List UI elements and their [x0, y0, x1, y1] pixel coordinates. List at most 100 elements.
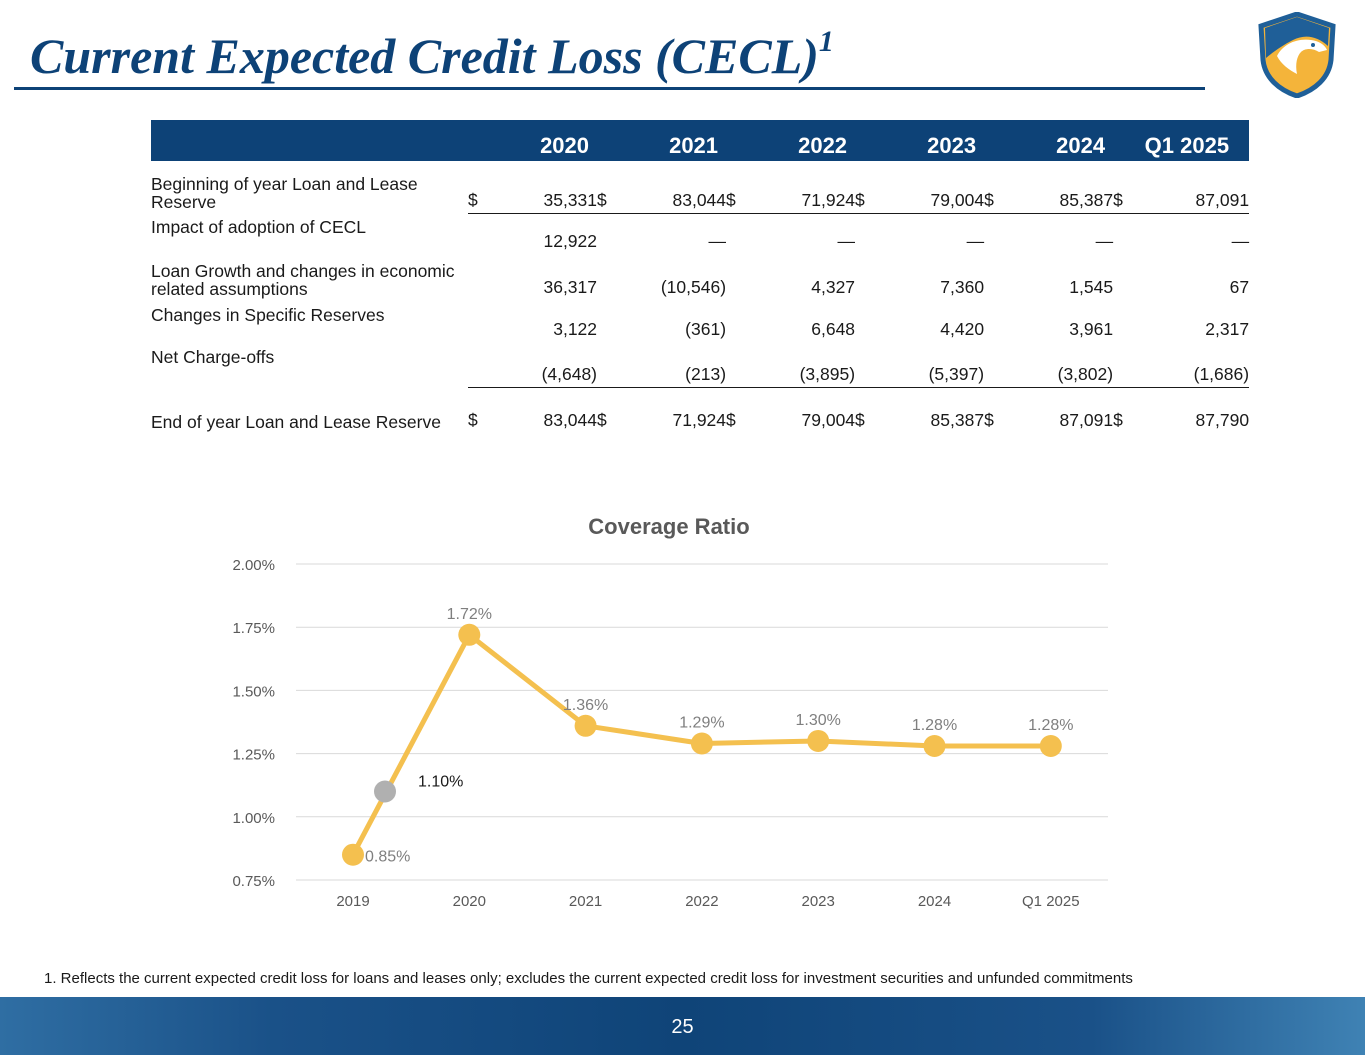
column-header: 2024: [984, 120, 1114, 161]
dollar-sign: $: [1113, 410, 1123, 430]
table-cell: 87,091: [1059, 410, 1114, 430]
table-cell: 6,648: [811, 319, 856, 339]
table-cell: —: [1231, 231, 1250, 251]
column-header: Q1 2025: [1113, 120, 1250, 161]
x-tick-label: 2020: [453, 893, 486, 910]
data-label: 1.30%: [796, 712, 841, 729]
column-header: 2022: [726, 120, 856, 161]
table-cell: 79,004: [880, 161, 985, 214]
data-label: 1.28%: [912, 717, 957, 734]
table-cell: 71,924: [672, 410, 727, 430]
coverage-ratio-chart: Coverage Ratio 0.75% 1.00% 1.25% 1.50% 1.75% 2…: [232, 514, 1108, 910]
data-point: [342, 843, 364, 866]
dollar-sign: $: [597, 410, 607, 430]
table-cell: 83,044: [543, 410, 598, 430]
x-tick-label: 2019: [336, 893, 369, 910]
table-cell: (3,802): [1009, 343, 1114, 388]
table-row: End of year Loan and Lease Reserve $ 83,…: [151, 387, 1249, 434]
y-tick-label: 2.00%: [232, 557, 275, 574]
dollar-sign: $: [984, 410, 994, 430]
table-cell: 12,922: [543, 231, 598, 251]
y-tick-label: 1.75%: [232, 620, 275, 637]
table-header-row: 2020 2021 2022 2023 2024 Q1 2025: [151, 120, 1250, 161]
dollar-sign: $: [468, 161, 493, 214]
y-tick-label: 0.75%: [232, 873, 275, 890]
table-cell: 35,331: [493, 161, 598, 214]
dollar-sign: $: [984, 161, 1010, 214]
table-cell: 4,327: [811, 277, 856, 297]
dollar-sign: $: [597, 161, 623, 214]
table-cell: 83,044: [622, 161, 727, 214]
table-cell: (5,397): [880, 343, 985, 388]
table-cell: 71,924: [751, 161, 856, 214]
table-cell: 36,317: [543, 277, 598, 297]
row-label: End of year Loan and Lease Reserve: [151, 412, 441, 432]
data-point: [574, 714, 597, 737]
table-row: Net Charge-offs (4,648) (213) (3,895) (5…: [151, 343, 1250, 388]
dollar-sign: $: [726, 161, 752, 214]
dollar-sign: $: [726, 410, 736, 430]
table-cell: (361): [685, 319, 727, 339]
x-tick-label: 2022: [685, 893, 718, 910]
x-tick-label: Q1 2025: [1022, 893, 1080, 910]
x-tick-label: 2024: [918, 893, 951, 910]
dollar-sign: $: [855, 410, 865, 430]
row-label: Changes in Specific Reserves: [151, 305, 385, 325]
table-row: Loan Growth and changes in economic rela…: [151, 255, 1249, 301]
y-tick-label: 1.25%: [232, 747, 275, 764]
table-cell: (4,648): [493, 343, 598, 388]
table-cell: —: [966, 231, 985, 251]
footnote: 1. Reflects the current expected credit …: [44, 970, 1133, 987]
data-point: [458, 623, 481, 646]
footer-band: [0, 997, 1365, 1055]
table-cell: (213): [622, 343, 727, 388]
data-label: 1.28%: [1028, 717, 1073, 734]
title-footnote-marker: 1: [818, 25, 834, 59]
page-title-text: Current Expected Credit Loss (CECL): [30, 28, 819, 84]
page-title: Current Expected Credit Loss (CECL)1: [30, 25, 834, 86]
data-label: 1.29%: [679, 714, 724, 731]
table-cell: 1,545: [1069, 277, 1114, 297]
table-cell: —: [837, 231, 856, 251]
data-point: [1039, 735, 1062, 758]
table-cell: 85,387: [930, 410, 985, 430]
data-point: [923, 735, 946, 758]
table-cell: 85,387: [1009, 161, 1114, 214]
column-header: 2021: [597, 120, 727, 161]
row-label: Net Charge-offs: [151, 347, 275, 367]
data-label: 1.36%: [563, 697, 608, 714]
column-header: 2020: [468, 120, 598, 161]
table-cell: 87,091: [1138, 161, 1250, 214]
data-point: [807, 729, 830, 752]
table-cell: 3,961: [1069, 319, 1114, 339]
table-row: Beginning of year Loan and Lease Reserve…: [151, 161, 1250, 214]
dollar-sign: $: [1113, 161, 1139, 214]
y-tick-label: 1.00%: [232, 810, 275, 827]
x-tick-label: 2023: [802, 893, 835, 910]
annotation-point: [374, 780, 396, 803]
column-header: 2023: [855, 120, 985, 161]
table-cell: 2,317: [1205, 319, 1250, 339]
table-cell: (10,546): [660, 277, 727, 297]
table-cell: 7,360: [940, 277, 985, 297]
row-label: Impact of adoption of CECL: [151, 217, 366, 237]
table-cell: —: [708, 231, 727, 251]
table-cell: 87,790: [1195, 410, 1250, 430]
chart-title: Coverage Ratio: [588, 514, 749, 539]
table-cell: (3,895): [751, 343, 856, 388]
eagle-shield-logo-icon: [1258, 12, 1336, 98]
dollar-sign: $: [468, 410, 478, 430]
table-cell: 67: [1229, 277, 1250, 297]
data-point: [690, 732, 713, 755]
row-label: Loan Growth and changes in economic rela…: [151, 261, 455, 299]
data-label: 0.85%: [365, 849, 410, 866]
page-number: 25: [671, 1016, 694, 1038]
table-cell: 4,420: [940, 319, 985, 339]
table-cell: —: [1095, 231, 1114, 251]
table-row: Changes in Specific Reserves 3,122 (361)…: [151, 301, 1249, 343]
title-underline: [14, 87, 1205, 90]
annotation-label: 1.10%: [418, 774, 463, 791]
dollar-sign: $: [855, 161, 881, 214]
cecl-reserve-table: 2020 2021 2022 2023 2024 Q1 2025 Beginni…: [151, 120, 1250, 434]
data-label: 1.72%: [447, 606, 492, 623]
